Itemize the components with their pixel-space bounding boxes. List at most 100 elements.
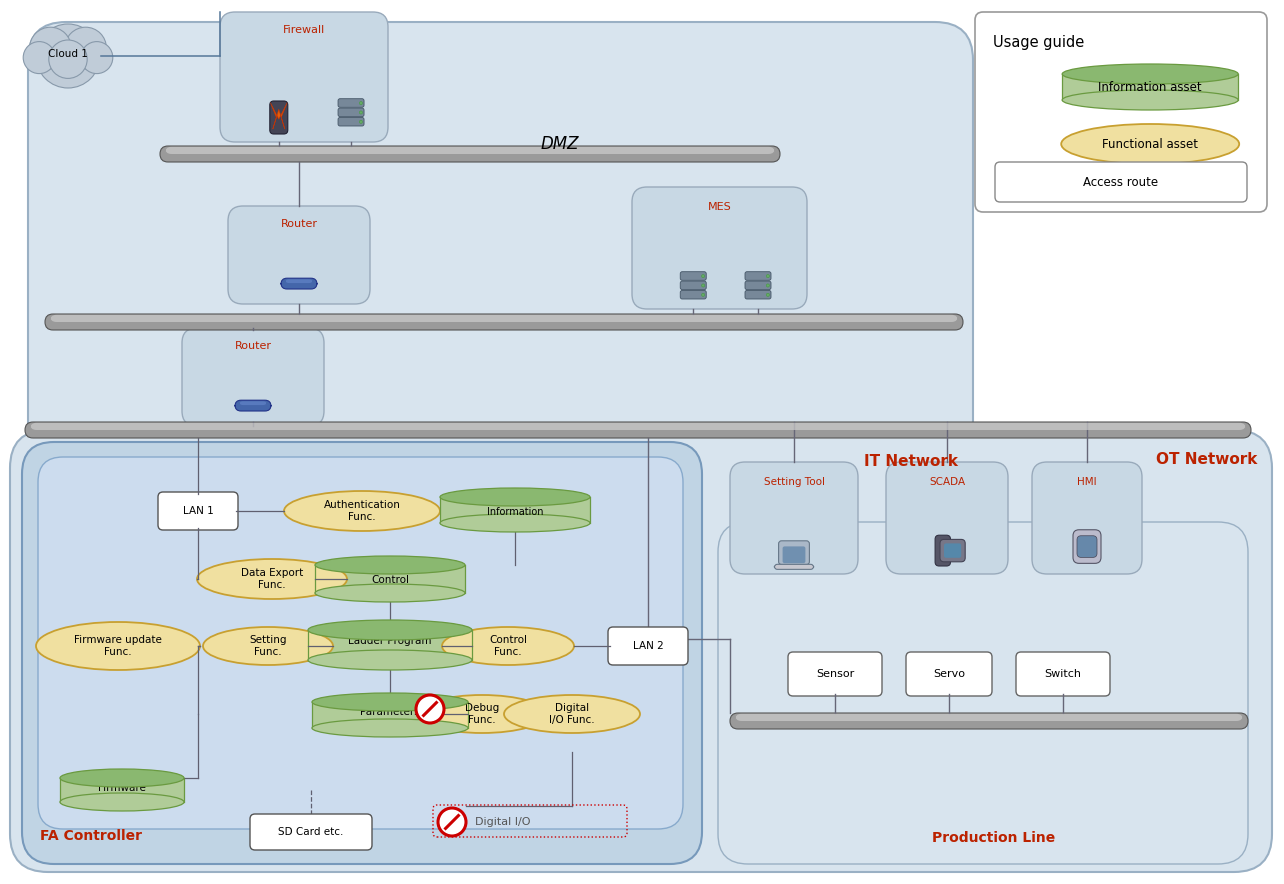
Text: Digital
I/O Func.: Digital I/O Func. [550,703,594,725]
FancyBboxPatch shape [39,457,683,829]
FancyBboxPatch shape [160,146,779,162]
FancyBboxPatch shape [158,492,238,530]
Text: Functional asset: Functional asset [1102,138,1198,150]
Text: Firmware update
Func.: Firmware update Func. [74,636,162,657]
FancyBboxPatch shape [229,206,370,304]
Text: Information asset: Information asset [1098,80,1202,94]
Text: SCADA: SCADA [928,477,966,487]
FancyBboxPatch shape [24,422,1251,438]
Text: Router: Router [280,219,317,229]
Ellipse shape [1062,90,1238,110]
Text: Firmware: Firmware [98,783,146,793]
FancyBboxPatch shape [940,539,966,562]
FancyBboxPatch shape [22,442,702,864]
Ellipse shape [440,488,591,506]
Circle shape [767,293,769,296]
FancyBboxPatch shape [50,315,958,322]
FancyBboxPatch shape [907,652,993,696]
FancyBboxPatch shape [774,564,814,569]
Circle shape [81,42,113,73]
Circle shape [23,42,55,73]
Text: Switch: Switch [1044,669,1081,679]
FancyBboxPatch shape [975,12,1267,212]
Text: Setting
Func.: Setting Func. [249,636,286,657]
FancyBboxPatch shape [220,12,388,142]
Circle shape [701,275,705,278]
Circle shape [36,24,100,88]
FancyBboxPatch shape [734,713,1243,721]
FancyBboxPatch shape [935,535,950,566]
Text: Parameters: Parameters [360,707,420,717]
Text: OT Network: OT Network [1156,453,1257,468]
FancyBboxPatch shape [745,271,770,280]
FancyBboxPatch shape [338,118,365,126]
Circle shape [360,110,362,114]
Text: LAN 2: LAN 2 [633,641,664,651]
FancyBboxPatch shape [681,271,706,280]
Text: Authentication
Func.: Authentication Func. [324,500,401,522]
Text: Sensor: Sensor [815,669,854,679]
Circle shape [701,284,705,287]
Ellipse shape [442,627,574,665]
FancyBboxPatch shape [239,401,267,405]
FancyBboxPatch shape [788,652,882,696]
Text: Access route: Access route [1084,176,1158,188]
Text: Debug
Func.: Debug Func. [465,703,499,725]
FancyBboxPatch shape [731,713,1248,729]
Ellipse shape [312,719,467,737]
FancyBboxPatch shape [681,281,706,290]
Ellipse shape [196,559,347,599]
Ellipse shape [308,650,473,670]
Text: Authetication
Information: Authetication Information [482,495,548,517]
Text: Setting Tool: Setting Tool [764,477,824,487]
FancyBboxPatch shape [235,400,271,411]
FancyBboxPatch shape [745,291,770,299]
FancyBboxPatch shape [270,101,288,134]
Circle shape [416,695,444,723]
Ellipse shape [315,556,465,574]
FancyBboxPatch shape [250,814,372,850]
Circle shape [64,27,107,69]
FancyBboxPatch shape [783,546,805,563]
Ellipse shape [308,620,473,640]
Ellipse shape [312,693,467,711]
Text: SD Card etc.: SD Card etc. [279,827,344,837]
FancyBboxPatch shape [778,541,809,565]
Text: Ladder Program: Ladder Program [348,636,431,646]
FancyBboxPatch shape [45,314,963,330]
Ellipse shape [1061,124,1239,164]
Polygon shape [271,103,288,129]
Polygon shape [60,778,184,802]
FancyBboxPatch shape [731,462,858,574]
Circle shape [767,275,769,278]
FancyBboxPatch shape [681,291,706,299]
Ellipse shape [60,793,184,811]
Text: MES: MES [707,202,732,212]
Circle shape [49,40,87,79]
Circle shape [701,293,705,296]
FancyBboxPatch shape [1073,530,1100,563]
FancyBboxPatch shape [609,627,688,665]
Polygon shape [312,702,467,728]
FancyBboxPatch shape [1016,652,1109,696]
Text: DMZ: DMZ [541,135,579,153]
Circle shape [767,284,769,287]
FancyBboxPatch shape [182,328,324,426]
Text: IT Network: IT Network [864,454,958,469]
Ellipse shape [284,491,440,531]
FancyBboxPatch shape [28,22,973,494]
Text: Router: Router [235,341,271,351]
FancyBboxPatch shape [338,108,365,117]
Text: Data for
Control: Data for Control [369,563,411,585]
Text: Firewall: Firewall [282,25,325,35]
Circle shape [438,808,466,836]
Polygon shape [315,565,465,593]
FancyBboxPatch shape [995,162,1247,202]
FancyBboxPatch shape [886,462,1008,574]
Text: Usage guide: Usage guide [993,34,1084,50]
Ellipse shape [60,769,184,787]
Text: Data Export
Func.: Data Export Func. [241,568,303,590]
FancyBboxPatch shape [338,99,365,107]
Ellipse shape [203,627,333,665]
FancyBboxPatch shape [1032,462,1141,574]
